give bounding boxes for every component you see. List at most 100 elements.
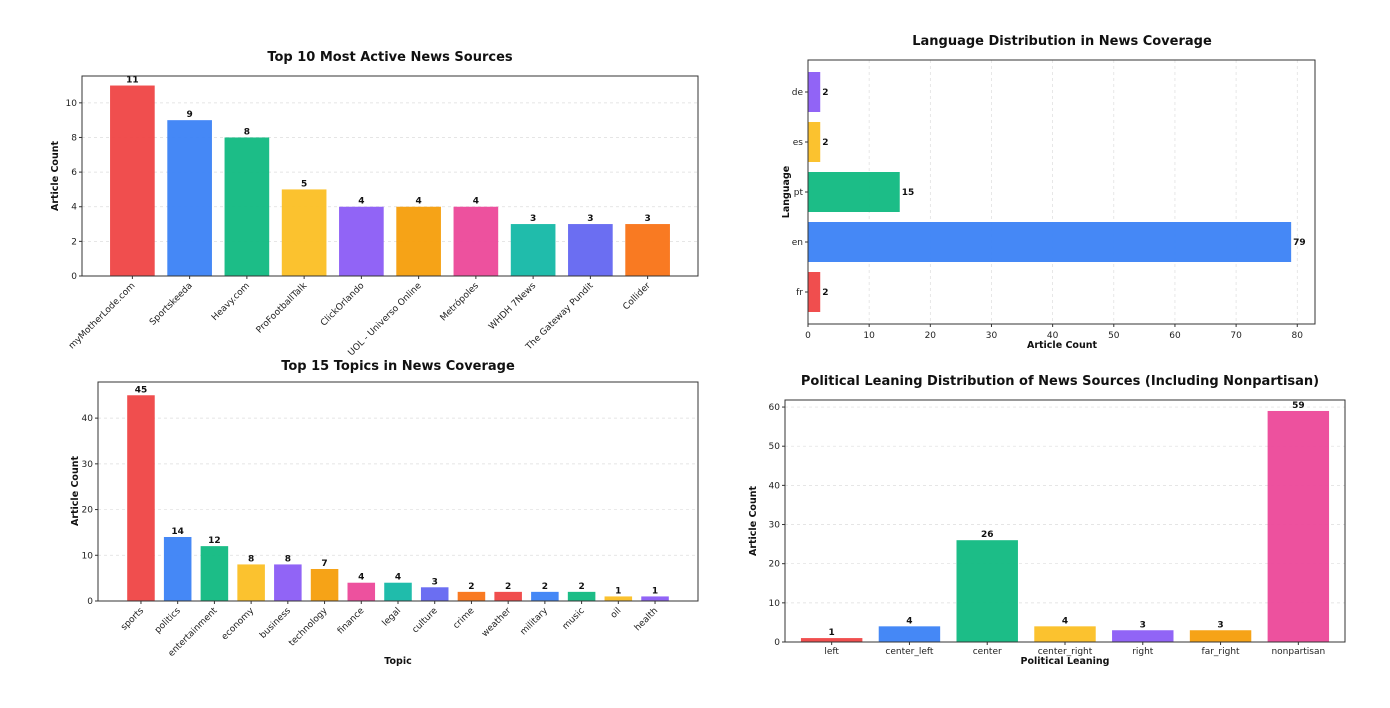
x-tick-label: WHDH 7News: [487, 281, 538, 332]
x-tick-label: sports: [119, 606, 146, 633]
bar-value-label: 9: [186, 110, 192, 120]
x-tick-label: Metrópoles: [438, 280, 481, 323]
bar-Collider: [625, 224, 670, 276]
y-tick-label: 20: [82, 506, 94, 516]
y-tick-label: 0: [774, 638, 780, 648]
bar-sports: [127, 395, 155, 601]
x-tick-label: center_left: [885, 647, 934, 657]
bar-value-label: 2: [505, 582, 511, 592]
y-tick-label: 60: [769, 403, 781, 413]
bar-technology: [310, 568, 339, 601]
y-tick-label: 6: [71, 168, 77, 178]
bar-value-label: 5: [301, 179, 307, 189]
bar-Heavy.com: [224, 137, 270, 276]
x-tick-label: politics: [153, 606, 183, 636]
x-tick-label: Heavy.com: [210, 281, 252, 323]
x-tick-label: left: [824, 647, 839, 657]
bar-culture: [420, 587, 449, 601]
plot-frame: [807, 59, 1316, 325]
plot-frame: [81, 75, 699, 277]
y-tick-label: 2: [71, 237, 77, 247]
y-tick-label: pt: [794, 188, 804, 198]
bar-finance: [347, 582, 376, 601]
x-tick-label: 50: [1108, 331, 1120, 341]
bar-value-label: 45: [135, 385, 148, 395]
x-tick-label: 70: [1230, 331, 1242, 341]
y-axis-label: Article Count: [748, 486, 759, 556]
x-tick-label: far_right: [1202, 647, 1241, 657]
y-tick-label: 40: [769, 481, 781, 491]
plot-frame: [784, 399, 1346, 643]
x-tick-label: 10: [863, 331, 875, 341]
y-tick-label: 30: [769, 521, 781, 531]
y-tick-label: 0: [87, 597, 93, 607]
x-tick-label: ClickOrlando: [319, 281, 367, 329]
bar-value-label: 12: [208, 536, 221, 546]
chart-title: Political Leaning Distribution of News S…: [801, 374, 1319, 389]
bar-value-label: 4: [358, 573, 364, 583]
y-tick-label: 8: [71, 133, 77, 143]
bar-value-label: 1: [829, 628, 835, 638]
bar-value-label: 7: [321, 559, 327, 569]
bar-value-label: 14: [171, 527, 184, 537]
x-tick-label: culture: [411, 606, 441, 636]
bar-ClickOrlando: [339, 206, 384, 276]
bar-value-label: 15: [902, 188, 915, 198]
bar-Sportskeeda: [167, 120, 212, 276]
bar-pt: [808, 172, 900, 212]
x-tick-label: center_right: [1038, 647, 1093, 657]
bar-weather: [494, 591, 522, 601]
y-tick-label: 10: [82, 551, 94, 561]
bar-value-label: 11: [126, 76, 139, 86]
bar-value-label: 3: [1217, 620, 1223, 630]
bar-right: [1112, 630, 1174, 642]
bar-value-label: 2: [822, 88, 828, 98]
chart-4: Political Leaning Distribution of News S…: [748, 374, 1346, 667]
bar-value-label: 2: [822, 288, 828, 298]
bar-value-label: 3: [530, 214, 536, 224]
bar-UOL - Universo Online: [396, 206, 441, 276]
x-tick-label: oil: [609, 606, 624, 621]
bar-value-label: 26: [981, 530, 994, 540]
y-tick-label: 30: [82, 460, 94, 470]
bar-ProFootballTalk: [281, 189, 327, 276]
x-tick-label: business: [258, 606, 293, 641]
bar-value-label: 4: [415, 197, 421, 207]
y-tick-label: 10: [66, 99, 78, 109]
y-tick-label: es: [793, 138, 804, 148]
bar-center: [956, 540, 1018, 642]
bar-value-label: 59: [1292, 401, 1305, 411]
x-tick-label: ProFootballTalk: [255, 280, 310, 335]
x-tick-label: Collider: [621, 281, 652, 312]
x-axis-label: Topic: [384, 656, 411, 667]
chart-title: Top 15 Topics in News Coverage: [281, 359, 515, 374]
bar-value-label: 4: [395, 573, 401, 583]
x-tick-label: 20: [925, 331, 937, 341]
bar-value-label: 2: [822, 138, 828, 148]
x-tick-label: 0: [805, 331, 811, 341]
bar-crime: [457, 591, 486, 601]
bar-legal: [384, 582, 412, 601]
x-tick-label: technology: [287, 606, 330, 649]
y-tick-label: 40: [82, 414, 94, 424]
chart-1: Top 10 Most Active News Sources Article C…: [50, 50, 699, 358]
bar-far_right: [1189, 630, 1252, 642]
bar-value-label: 3: [1140, 620, 1146, 630]
y-axis-label: Article Count: [70, 456, 81, 526]
x-tick-label: myMotherLode.com: [67, 281, 137, 351]
bar-left: [800, 638, 863, 642]
bar-value-label: 8: [244, 127, 250, 137]
bar-value-label: 4: [1062, 616, 1068, 626]
y-axis-label: Article Count: [50, 141, 61, 211]
x-tick-label: right: [1132, 647, 1154, 657]
y-tick-label: de: [792, 88, 804, 98]
bar-value-label: 4: [358, 197, 364, 207]
bar-es: [808, 122, 821, 162]
bar-center_left: [878, 626, 941, 642]
chart-title: Language Distribution in News Coverage: [912, 34, 1212, 49]
bar-value-label: 8: [248, 554, 254, 564]
bar-nonpartisan: [1267, 410, 1330, 642]
bar-value-label: 2: [578, 582, 584, 592]
x-tick-label: weather: [480, 606, 513, 639]
